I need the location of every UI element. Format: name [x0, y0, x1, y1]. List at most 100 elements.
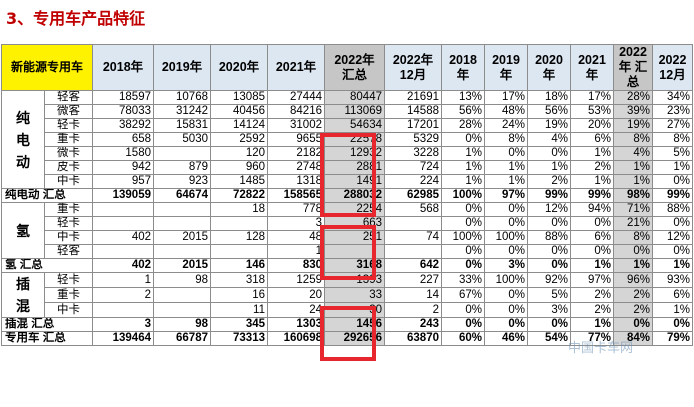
table-cell: 2	[384, 302, 442, 318]
table-cell: 2%	[570, 302, 614, 318]
subcategory-label: 中卡	[44, 174, 93, 189]
table-cell: 100%	[484, 272, 528, 288]
table-cell: 62985	[384, 188, 442, 203]
table-cell: 1	[92, 272, 154, 288]
table-cell: 0%	[527, 317, 571, 332]
highlight-box-hydrogen	[320, 225, 376, 280]
table-cell: 0%	[652, 174, 693, 189]
table-cell: 12%	[652, 230, 693, 245]
table-cell: 48%	[484, 104, 528, 119]
table-cell: 1%	[652, 160, 693, 175]
table-row: 插混轻卡 1 98 318 1259 1393 227 33% 100% 92% 97% 96% 93%	[1, 272, 693, 318]
table-cell: 48	[267, 230, 325, 245]
table-cell: 1491	[324, 174, 385, 189]
table-cell: 1%	[570, 146, 614, 161]
table-cell: 0%	[441, 258, 485, 273]
table-cell: 0%	[570, 216, 614, 231]
table-cell: 139059	[92, 188, 154, 203]
table-cell: 318	[210, 272, 268, 288]
table-cell: 0%	[441, 302, 485, 318]
table-cell: 24%	[484, 118, 528, 133]
table-row: 微客 78033 31242 40456 84216 113069 14588 56% 48% 5…	[2, 104, 693, 119]
table-cell: 99%	[652, 188, 693, 203]
table-cell: 0%	[484, 146, 528, 161]
table-cell: 227	[384, 272, 442, 288]
table-cell: 54634	[324, 118, 385, 133]
table-cell: 20	[267, 287, 325, 303]
table-cell: 64674	[153, 188, 211, 203]
table-cell: 1%	[570, 258, 614, 273]
table-cell	[153, 202, 211, 217]
table-cell: 53%	[570, 104, 614, 119]
table-cell: 97%	[484, 188, 528, 203]
table-cell: 642	[384, 258, 442, 273]
subcategory-label: 微卡	[44, 146, 93, 161]
table-cell: 568	[384, 202, 442, 217]
table-cell	[153, 146, 211, 161]
table-cell: 2%	[570, 287, 614, 303]
column-header: 2022年 汇总	[324, 44, 385, 91]
category-label: 氢	[1, 202, 45, 259]
subcategory-label: 中卡	[44, 302, 93, 318]
table-cell: 99%	[527, 188, 571, 203]
table-cell: 1%	[613, 174, 653, 189]
watermark: 中国卡车网	[568, 341, 634, 356]
table-cell: 84%	[613, 331, 653, 346]
table-cell: 6%	[570, 230, 614, 245]
table-cell: 1%	[570, 317, 614, 332]
table-cell: 28%	[613, 90, 653, 105]
subcategory-label: 微客	[44, 104, 93, 119]
table-cell: 8%	[652, 132, 693, 147]
table-cell: 73313	[210, 331, 268, 346]
table-cell: 1%	[652, 302, 693, 318]
table-cell: 17201	[384, 118, 442, 133]
table-cell: 96%	[613, 272, 653, 288]
table-cell: 0%	[441, 244, 485, 259]
table-cell: 14124	[210, 118, 268, 133]
table-cell: 345	[210, 317, 268, 332]
table-row: 中卡 957 923 1485 1318 1491 224 1% 1% 2% 1% 1% 0%	[2, 174, 693, 189]
table-cell: 16	[210, 287, 268, 303]
table-cell: 14588	[384, 104, 442, 119]
table-cell: 12%	[527, 202, 571, 217]
table-cell: 84216	[267, 104, 325, 119]
table-cell: 1259	[267, 272, 325, 288]
table-cell: 0%	[441, 317, 485, 332]
table-cell: 79%	[652, 331, 693, 346]
table-cell: 1%	[570, 174, 614, 189]
table-cell: 3	[267, 216, 325, 231]
table-cell: 1%	[484, 160, 528, 175]
table-cell: 24	[267, 302, 325, 318]
table-cell: 0%	[527, 216, 571, 231]
subcategory-label: 轻卡	[44, 216, 93, 231]
table-cell: 0%	[652, 216, 693, 231]
table-cell: 5%	[527, 287, 571, 303]
table-cell: 88%	[527, 230, 571, 245]
subtotal-label: 纯电动 汇总	[1, 188, 93, 203]
subcategory-label: 重卡	[44, 287, 93, 303]
table-cell: 98	[153, 317, 211, 332]
table-row: 纯电动轻客 18597 10768 13085 27444 80447 21691 13% 17…	[1, 90, 693, 189]
table-cell: 778	[267, 202, 325, 217]
table-cell: 957	[92, 174, 154, 189]
subcategory-label: 重卡	[44, 132, 93, 147]
table-cell: 3	[92, 317, 154, 332]
table-cell: 0%	[527, 258, 571, 273]
table-cell: 402	[92, 230, 154, 245]
subtotal-label: 氢 汇总	[1, 258, 93, 273]
table-cell: 3%	[484, 258, 528, 273]
table-cell: 1%	[484, 174, 528, 189]
table-cell: 93%	[652, 272, 693, 288]
table-cell: 28%	[441, 118, 485, 133]
table-cell	[92, 302, 154, 318]
table-cell: 33	[324, 287, 385, 303]
table-cell: 1%	[441, 160, 485, 175]
table-cell: 8%	[613, 132, 653, 147]
table-cell	[153, 287, 211, 303]
table-cell: 2	[92, 287, 154, 303]
table-cell: 113069	[324, 104, 385, 119]
table-cell: 2%	[527, 174, 571, 189]
subtotal-row: 纯电动 汇总 139059 64674 72822 158565 288032 62985 1…	[1, 188, 693, 203]
table-cell	[92, 244, 154, 259]
